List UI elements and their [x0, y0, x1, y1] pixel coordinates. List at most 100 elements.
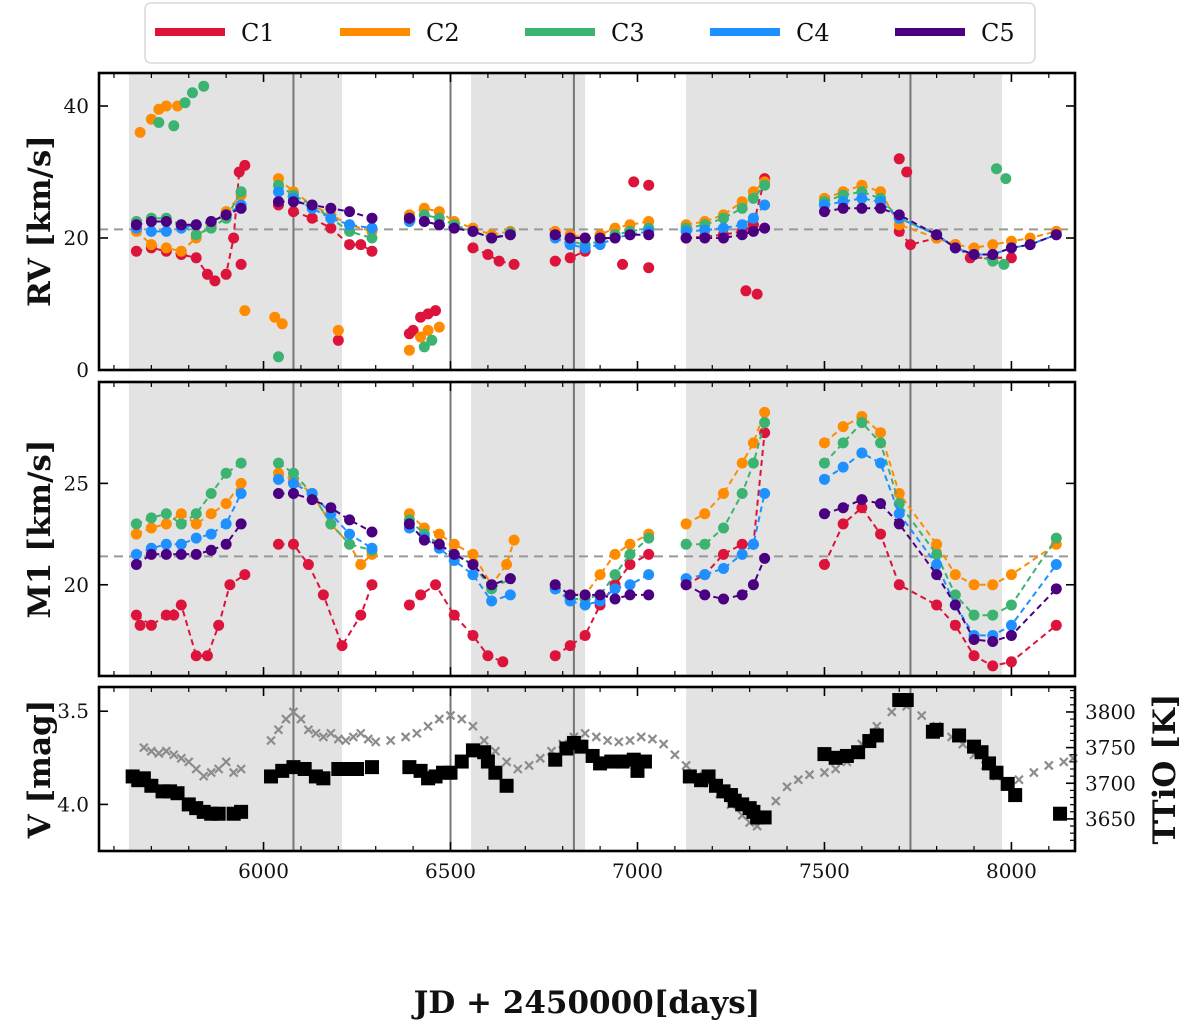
legend-label-c3: C3 — [611, 19, 645, 47]
m1-c2-point — [747, 437, 759, 449]
v-mag-point — [480, 754, 495, 769]
v-mag-point — [338, 762, 353, 776]
rv-c3-point — [186, 87, 198, 99]
rv-c5-point — [736, 229, 748, 241]
rv-c5-point — [1024, 239, 1036, 251]
m1-c3-point — [130, 518, 142, 530]
m1-c5-point — [287, 488, 299, 500]
m1-c1-point — [448, 609, 460, 621]
m1-ylabel: M1 [km/s] — [22, 439, 58, 618]
rv-c1-point — [220, 268, 232, 280]
ttio-point — [1044, 760, 1054, 771]
m1-c5-point — [272, 488, 284, 500]
ttio-point — [363, 734, 374, 744]
ttio-point — [198, 771, 209, 781]
m1-c3-point — [875, 437, 887, 449]
m1-c5-point — [306, 494, 318, 506]
ttio-point — [830, 764, 841, 774]
m1-c2-point — [145, 522, 157, 534]
m1-c2-point — [875, 427, 887, 439]
m1-c1-point — [1050, 619, 1062, 631]
v-mag-point — [899, 693, 914, 708]
m1-c5-point — [736, 589, 748, 601]
rv-c1-point — [751, 288, 763, 300]
m1-c2-line-5 — [823, 415, 1057, 586]
right-tick-label: 3750 — [1085, 736, 1136, 760]
m1-c5-point — [564, 589, 576, 601]
m1-c1-point — [624, 558, 636, 570]
x-axis-label: JD + 2450000[days] — [411, 985, 761, 1021]
v-mag-point — [465, 743, 480, 758]
m1-ytick-label: 20 — [64, 573, 89, 597]
m1-c4-point — [287, 477, 299, 489]
ttio-point — [355, 728, 366, 739]
ttio-point — [771, 796, 781, 806]
rv-c4-point — [736, 219, 748, 231]
rv-c2-point — [415, 331, 427, 343]
v-mag-point — [1000, 776, 1015, 791]
rv-c1-point — [617, 258, 629, 270]
rv-c2-point — [175, 245, 187, 257]
m1-c1-point — [482, 650, 494, 662]
m1-c5-point — [717, 593, 729, 605]
ttio-point — [169, 749, 179, 760]
x-tick-label: 6500 — [425, 859, 476, 883]
v-mag-point — [454, 754, 469, 769]
rv-c5-point — [949, 242, 961, 254]
rv-c1-point — [740, 285, 752, 297]
m1-panel: 20 25 M1 [km/s] — [22, 380, 1077, 678]
m1-c5-point — [130, 558, 142, 570]
rv-c1-line-1 — [293, 210, 373, 253]
right-tick-label: 3650 — [1085, 807, 1136, 831]
m1-c1-point — [201, 650, 213, 662]
rv-c1-point — [366, 245, 378, 257]
m1-c4-point — [893, 508, 905, 520]
rv-panel: 0 20 40 RV [km/s] — [22, 71, 1077, 382]
rv-c4-point — [747, 212, 759, 224]
ttio-point — [311, 728, 321, 739]
rv-frame — [97, 71, 1077, 372]
m1-c2-point — [837, 421, 849, 433]
m1-c4-point — [736, 548, 748, 560]
rv-c4-point — [344, 219, 356, 231]
right-tick-label: 3700 — [1085, 771, 1136, 795]
m1-c5-point — [325, 502, 337, 514]
m1-c3-point — [609, 569, 621, 581]
m1-c5-point — [594, 589, 606, 601]
m1-c3-point — [818, 457, 830, 469]
ttio-point — [886, 707, 897, 717]
m1-c1-point — [467, 629, 479, 641]
v-mag-point — [630, 763, 645, 778]
m1-c3-point — [344, 538, 356, 550]
ttio-point — [139, 742, 149, 753]
ttio-point — [326, 728, 336, 739]
ttio-point — [288, 707, 299, 717]
rv-c5-point — [643, 229, 655, 241]
rv-c3-point — [990, 163, 1002, 175]
rv-c3-point — [153, 117, 165, 128]
m1-c5-point — [504, 573, 516, 585]
m1-c4-point — [344, 528, 356, 540]
rv-c3-point — [179, 97, 191, 109]
rv-c1-point — [893, 153, 905, 165]
v-mag-point — [499, 778, 514, 793]
v-mag-point — [286, 760, 301, 775]
rv-c1-point — [287, 206, 299, 218]
m1-c4-point — [272, 473, 284, 485]
m1-c1-point — [564, 640, 576, 652]
rv-c5-point — [579, 232, 591, 244]
rv-c5-point — [987, 249, 999, 260]
ttio-point — [400, 732, 411, 742]
v-mag-point — [548, 752, 563, 767]
m1-c5-point — [643, 589, 655, 601]
ttio-point — [535, 753, 546, 764]
m1-c3-point — [325, 518, 337, 530]
ttio-point — [161, 746, 172, 756]
m1-c4-point — [747, 538, 759, 550]
m1-c1-point — [130, 609, 142, 621]
m1-c1-point — [366, 579, 378, 591]
m1-c3-point — [272, 457, 284, 469]
m1-c4-point — [837, 461, 849, 473]
legend-label-c2: C2 — [426, 19, 460, 47]
rv-c2-point — [134, 126, 146, 138]
